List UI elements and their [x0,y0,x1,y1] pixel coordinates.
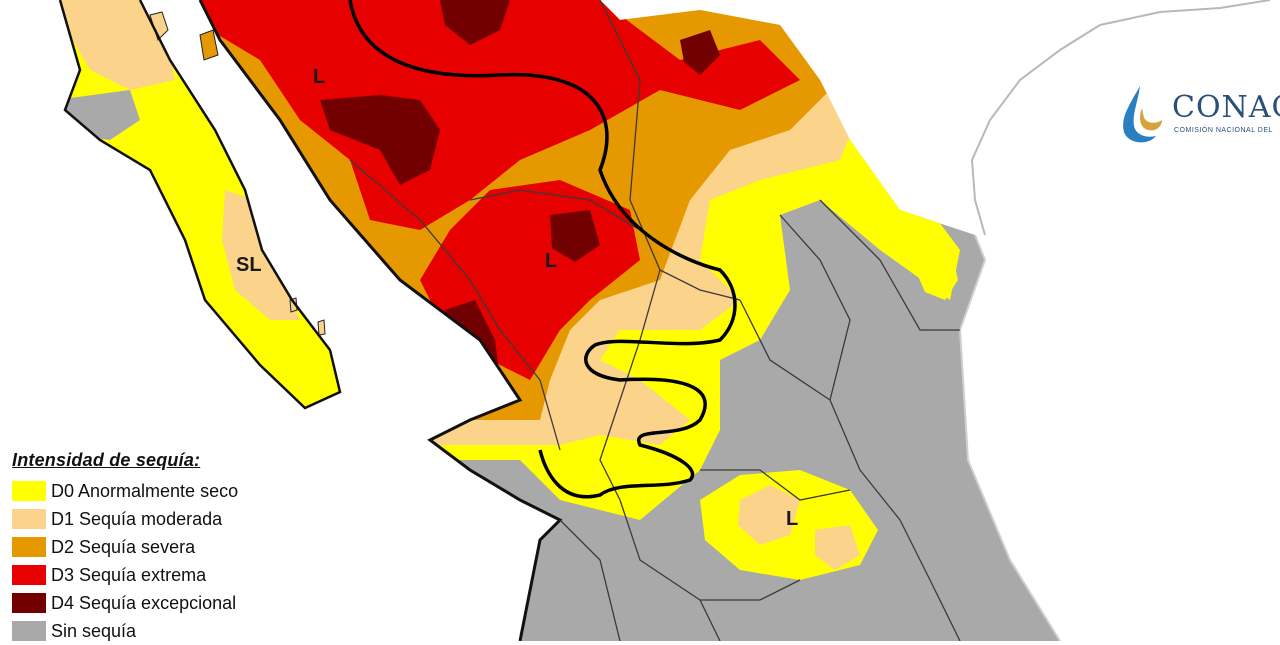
impact-boundary-line [348,0,737,499]
legend-item: D1 Sequía moderada [12,505,312,533]
drought-legend: Intensidad de sequía: D0 Anormalmente se… [12,450,312,645]
baja-coastline [58,0,342,410]
region-label-chihuahua: L [545,250,558,272]
legend-label: Sin sequía [51,620,137,641]
baja-d1-south [222,190,300,320]
d4-area-c [550,210,600,262]
mainland-coastline [198,0,563,641]
region-label-bajio: L [786,508,799,530]
legend-item: D3 Sequía extrema [12,561,312,589]
legend-label: D2 Sequía severa [51,536,196,557]
legend-item: D4 Sequía excepcional [12,589,312,617]
legend-swatch-d4 [12,593,46,613]
d4-area-b [440,0,510,45]
legend-swatch-d3 [12,565,46,585]
legend-item: D0 Anormalmente seco [12,477,312,505]
conagua-logo: CONAG COMISIÓN NACIONAL DEL [1118,84,1280,148]
island [317,319,326,336]
legend-label: D4 Sequía excepcional [51,592,237,613]
d1-area-bajio [738,485,800,545]
logo-wordmark: CONAG [1172,90,1280,125]
legend-item: D2 Sequía severa [12,533,312,561]
d4-area-a [320,95,440,185]
legend-label: D0 Anormalmente seco [51,480,239,501]
baja-d1-north [60,0,175,90]
region-label-baja-sur: SL [236,254,262,276]
legend-swatch-d1 [12,509,46,529]
legend-item: Sin sequía [12,617,312,645]
legend-swatch-sin-sequia [12,621,46,641]
legend-label: D3 Sequía extrema [51,564,207,585]
us-gulf-coastline [970,0,1271,236]
d4-area-e [680,30,720,75]
water-drop-icon [1123,86,1162,143]
legend-label: D1 Sequía moderada [51,508,223,529]
d1-area-bajio-2 [815,525,860,570]
d0-area-gulf [912,240,958,300]
logo-subtitle: COMISIÓN NACIONAL DEL [1174,127,1273,134]
island [199,29,219,61]
legend-swatch-d2 [12,537,46,557]
legend-swatch-d0 [12,481,46,501]
region-label-sonora: L [313,66,326,88]
d3-area [200,0,800,230]
legend-title: Intensidad de sequía: [12,450,201,470]
gulf-coastline [958,234,1061,641]
